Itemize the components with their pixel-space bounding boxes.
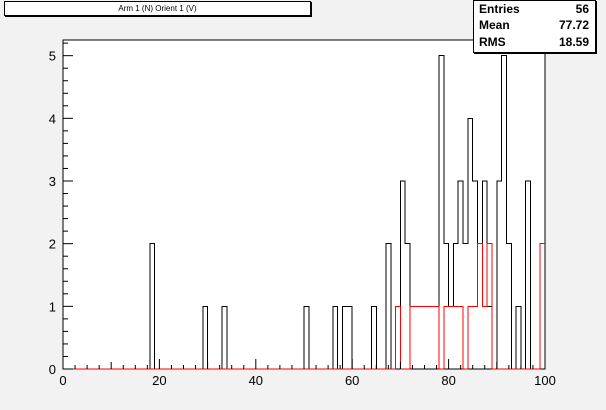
y-tick-label: 3 (49, 174, 56, 189)
histogram-bin (371, 306, 376, 369)
histogram-bin (482, 306, 487, 369)
x-tick-label: 60 (345, 373, 359, 388)
x-tick-label: 0 (59, 373, 66, 388)
stats-entries-row: Entries 56 (479, 2, 589, 18)
histogram-bin (425, 306, 430, 369)
histogram-bin (429, 306, 434, 369)
histogram-bin (444, 306, 449, 369)
stats-entries-label: Entries (479, 2, 520, 16)
stats-mean-row: Mean 77.72 (479, 18, 589, 34)
histogram-series-1-line (63, 243, 545, 370)
stats-rms-row: RMS 18.59 (479, 35, 589, 51)
histogram-bin (506, 244, 511, 369)
stats-rms-label: RMS (479, 35, 506, 49)
histogram-title: Arm 1 (N) Orient 1 (V) (4, 1, 311, 16)
histogram-bin (458, 306, 463, 369)
histogram-bin (540, 244, 545, 369)
histogram-bin (410, 306, 415, 369)
histogram-bin (396, 306, 401, 369)
histogram-bin (497, 181, 502, 369)
statistics-box: Entries 56 Mean 77.72 RMS 18.59 (473, 0, 596, 53)
histogram-bin (203, 306, 208, 369)
histogram-bin (502, 56, 507, 369)
stats-entries-value: 56 (575, 2, 589, 16)
histogram-bin (526, 181, 531, 369)
histogram-bin (415, 306, 420, 369)
x-tick-label: 40 (249, 373, 263, 388)
y-tick-label: 0 (49, 362, 56, 377)
histogram-bin (434, 306, 439, 369)
histogram-bin (405, 244, 410, 369)
histogram-bin (304, 306, 309, 369)
y-tick-label: 4 (49, 111, 56, 126)
histogram-bin (439, 56, 444, 369)
histogram-bin (150, 244, 155, 369)
histogram-bin (463, 244, 468, 369)
y-tick-label: 5 (49, 49, 56, 64)
histogram-bin (478, 244, 483, 369)
y-tick-label: 1 (49, 299, 56, 314)
x-tick-label: 20 (152, 373, 166, 388)
histogram-bin (473, 306, 478, 369)
histogram-bin (386, 244, 391, 369)
histogram-bin (453, 306, 458, 369)
histogram-bin (449, 306, 454, 369)
histogram-bin (333, 306, 338, 369)
histogram-bin (343, 306, 348, 369)
histogram-bin (222, 306, 227, 369)
histogram-bin (420, 306, 425, 369)
histogram-bin (347, 306, 352, 369)
histogram-bin (487, 244, 492, 369)
stats-rms-value: 18.59 (558, 35, 589, 49)
x-tick-label: 80 (441, 373, 455, 388)
histogram-bin (400, 181, 405, 369)
x-tick-label: 100 (534, 373, 556, 388)
y-tick-label: 2 (49, 237, 56, 252)
stats-mean-value: 77.72 (558, 18, 589, 32)
histogram-bin (516, 306, 521, 369)
stats-mean-label: Mean (479, 18, 510, 32)
histogram-bin (468, 306, 473, 369)
